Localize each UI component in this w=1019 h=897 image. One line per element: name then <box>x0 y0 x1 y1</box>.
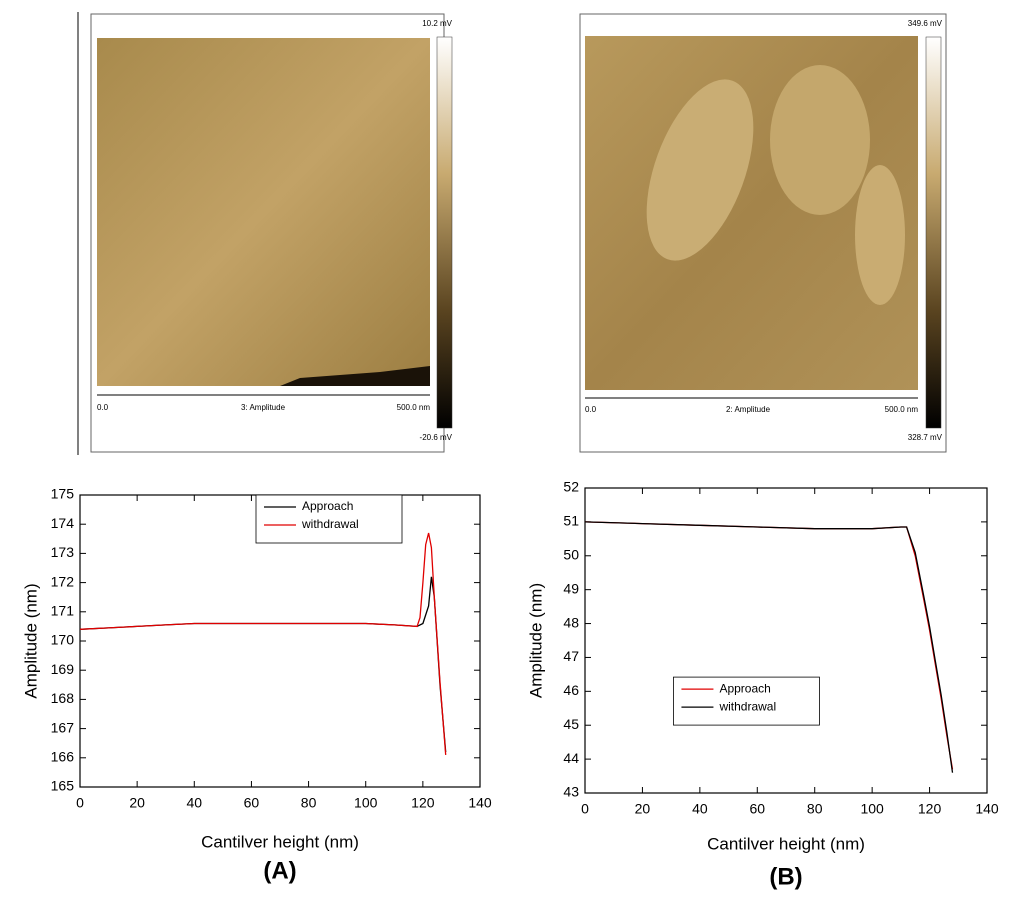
x-tick-label: 140 <box>468 795 492 811</box>
afm-panel: 10.2 mV -20.6 mV 0.0 3: Amplitude 500.0 … <box>90 13 453 453</box>
y-tick-label: 44 <box>563 750 579 766</box>
channel: 3: Amplitude <box>241 403 286 412</box>
x-tick-label: 20 <box>129 795 145 811</box>
x-tick-label: 0 <box>76 795 84 811</box>
channel: 2: Amplitude <box>726 405 771 414</box>
x-tick-label: 60 <box>749 801 765 817</box>
legend-box <box>255 494 403 544</box>
y-tick-label: 51 <box>563 513 579 529</box>
y-tick-label: 52 <box>563 479 579 495</box>
legend-label: withdrawal <box>301 517 359 531</box>
series-line <box>79 532 447 755</box>
panel-label: (B) <box>769 863 802 890</box>
y-tick-label: 174 <box>51 515 75 531</box>
y-tick-label: 47 <box>563 648 579 664</box>
y-tick-label: 167 <box>51 719 75 735</box>
afm-grain <box>770 65 870 215</box>
legend-label: Approach <box>302 499 353 513</box>
afm-grain <box>646 79 754 261</box>
x-tick-label: 40 <box>692 801 708 817</box>
x-tick-label: 140 <box>975 801 999 817</box>
series-line <box>79 576 447 753</box>
x-tick-label: 120 <box>411 795 435 811</box>
x-tick-label: 120 <box>918 801 942 817</box>
legend-label: Approach <box>719 681 770 695</box>
x-axis-label: Cantilver height (nm) <box>201 832 359 851</box>
afm-shadow <box>280 366 430 386</box>
scale-max: 10.2 mV <box>422 19 452 28</box>
scale-min: 328.7 mV <box>908 433 943 442</box>
y-tick-label: 46 <box>563 682 579 698</box>
scale-max: 349.6 mV <box>908 19 943 28</box>
x-tick-label: 100 <box>354 795 378 811</box>
y-tick-label: 45 <box>563 716 579 732</box>
x-tick-label: 40 <box>186 795 202 811</box>
y-tick-label: 172 <box>51 573 75 589</box>
y-tick-label: 48 <box>563 614 579 630</box>
x-start: 0.0 <box>97 403 109 412</box>
color-bar <box>925 36 942 429</box>
color-bar <box>436 36 453 429</box>
y-tick-label: 43 <box>563 784 579 800</box>
afm-image <box>97 38 430 386</box>
y-tick-label: 171 <box>51 603 75 619</box>
y-axis-label: Amplitude (nm) <box>21 583 40 698</box>
y-tick-label: 175 <box>51 486 75 502</box>
x-axis-label: Cantilver height (nm) <box>707 834 865 853</box>
panel-label: (A) <box>263 857 296 884</box>
afm-grain <box>855 165 905 305</box>
series-line <box>584 521 954 770</box>
x-end: 500.0 nm <box>397 403 431 412</box>
legend-box <box>673 676 820 726</box>
x-tick-label: 20 <box>635 801 651 817</box>
y-tick-label: 169 <box>51 661 75 677</box>
x-tick-label: 60 <box>244 795 260 811</box>
x-tick-label: 0 <box>581 801 589 817</box>
y-tick-label: 49 <box>563 580 579 596</box>
afm-panel: 349.6 mV 328.7 mV 0.0 2: Amplitude 500.0… <box>579 13 947 453</box>
x-tick-label: 100 <box>860 801 884 817</box>
y-tick-label: 165 <box>51 778 75 794</box>
legend-label: withdrawal <box>718 699 776 713</box>
x-tick-label: 80 <box>301 795 317 811</box>
scale-min: -20.6 mV <box>420 433 453 442</box>
y-tick-label: 173 <box>51 544 75 560</box>
y-tick-label: 166 <box>51 749 75 765</box>
y-tick-label: 170 <box>51 632 75 648</box>
x-start: 0.0 <box>585 405 597 414</box>
x-end: 500.0 nm <box>885 405 919 414</box>
series-line <box>584 521 954 773</box>
y-tick-label: 168 <box>51 690 75 706</box>
plot-frame <box>584 487 988 794</box>
x-tick-label: 80 <box>807 801 823 817</box>
y-tick-label: 50 <box>563 546 579 562</box>
y-axis-label: Amplitude (nm) <box>526 583 545 698</box>
